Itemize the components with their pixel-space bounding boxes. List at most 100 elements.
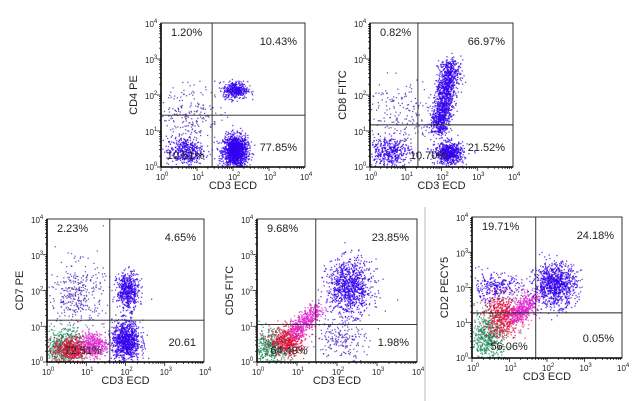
event-dot [437, 102, 439, 105]
event-dot [385, 150, 387, 152]
event-dot [169, 143, 171, 145]
event-dot [434, 100, 436, 102]
event-dot [430, 94, 432, 96]
event-dot [225, 158, 227, 160]
event-dot [457, 62, 459, 64]
event-dot [188, 112, 191, 114]
event-dot [237, 161, 240, 163]
event-dot [239, 144, 241, 146]
event-dot [450, 65, 452, 67]
event-dot [231, 144, 233, 146]
event-dot [435, 121, 437, 124]
event-dot [182, 142, 184, 144]
event-dot [240, 162, 242, 164]
event-dot [218, 87, 221, 89]
event-dot [382, 144, 385, 146]
event-dot [227, 91, 230, 93]
event-dot [239, 146, 241, 148]
event-dot [202, 107, 204, 109]
y-axis-label: CD4 PE [128, 75, 140, 115]
event-dot [454, 149, 456, 151]
event-dot [444, 96, 446, 98]
event-dot [236, 158, 238, 161]
event-dot [232, 158, 234, 160]
event-dot [222, 87, 224, 89]
event-dot [246, 144, 248, 146]
event-dot [251, 94, 254, 96]
event-dot [179, 146, 181, 148]
event-dot [239, 92, 241, 94]
event-dot [228, 87, 230, 89]
event-dot [405, 133, 407, 135]
event-dot [237, 80, 239, 82]
event-dot [455, 92, 457, 94]
event-dot [219, 158, 222, 160]
event-dot [395, 159, 397, 162]
event-dot [232, 140, 234, 142]
event-dot [455, 63, 457, 65]
event-dot [441, 61, 443, 63]
event-dot [184, 140, 187, 143]
event-dot [434, 130, 437, 132]
event-dot [235, 82, 237, 84]
event-dot [235, 91, 237, 94]
event-dot [231, 158, 233, 161]
event-dot [457, 149, 459, 151]
event-dot [170, 147, 173, 149]
event-dot [437, 128, 439, 130]
event-dot [456, 110, 458, 112]
event-dot [224, 96, 226, 98]
event-dot [247, 151, 249, 153]
event-dot [437, 125, 439, 127]
event-dot [234, 162, 237, 164]
event-dot [451, 64, 453, 67]
event-dot [226, 142, 228, 144]
event-dot [240, 153, 242, 155]
event-dot [175, 142, 178, 144]
event-dot [235, 160, 237, 162]
event-dot [239, 158, 241, 160]
event-dot [243, 139, 245, 142]
event-dot [445, 132, 448, 134]
event-dot [223, 148, 225, 150]
event-dot [201, 145, 203, 148]
event-dot [389, 143, 391, 145]
event-dot [221, 158, 223, 160]
event-dot [229, 145, 231, 147]
event-dot [170, 129, 172, 131]
event-dot [450, 146, 453, 149]
event-dot [226, 151, 229, 153]
event-dot [240, 143, 242, 146]
event-dot [176, 140, 178, 142]
event-dot [224, 140, 226, 143]
event-dot [461, 77, 464, 79]
event-dot [193, 98, 195, 100]
event-dot [233, 164, 235, 166]
event-dot [433, 97, 435, 99]
event-dot [451, 105, 454, 107]
event-dot [442, 96, 444, 98]
event-dot [235, 153, 237, 155]
event-dot [461, 148, 463, 150]
event-dot [430, 139, 432, 141]
event-dot [198, 147, 200, 149]
event-dot [222, 95, 224, 97]
event-dot [449, 86, 452, 88]
event-dot [235, 144, 237, 146]
event-dot [227, 161, 229, 163]
event-dot [232, 150, 234, 152]
event-dot [236, 131, 238, 133]
event-dot [235, 138, 237, 140]
event-dot [241, 92, 244, 94]
event-dot [238, 82, 240, 84]
event-dot [240, 137, 243, 139]
event-dot [227, 89, 229, 91]
event-dot [234, 85, 236, 87]
event-dot [448, 107, 450, 110]
event-dot [453, 155, 456, 157]
event-dot [433, 163, 435, 165]
event-dot [234, 142, 236, 145]
event-dot [460, 55, 462, 57]
event-dot [223, 93, 225, 96]
event-dot [441, 117, 443, 119]
